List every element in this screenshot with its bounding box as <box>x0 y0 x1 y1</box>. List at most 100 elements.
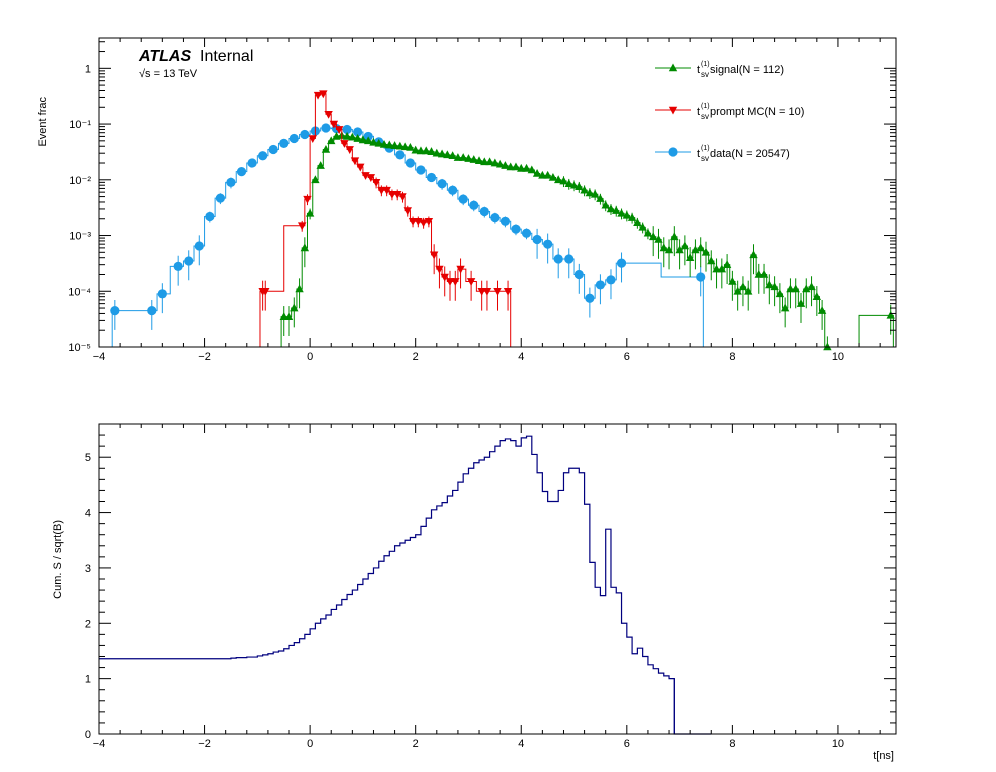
series-signal-point <box>522 163 531 172</box>
series-signal-point <box>717 264 727 273</box>
series-signal-point <box>369 137 378 146</box>
series-signal-point <box>374 138 383 147</box>
series-prompt-mc-point <box>366 174 376 182</box>
series-signal-point <box>548 172 558 181</box>
series-signal-point <box>395 141 405 150</box>
series-signal-point <box>538 170 547 179</box>
bottom-series-layer <box>99 435 712 735</box>
top-xtick-label: 0 <box>307 351 313 363</box>
series-data-point <box>353 127 363 137</box>
series-signal-point <box>495 159 505 168</box>
series-signal-point <box>284 312 294 320</box>
series-prompt-mc-point <box>477 287 486 296</box>
series-signal-point <box>490 158 500 167</box>
series-signal-point <box>527 165 537 174</box>
series-data-point <box>585 293 595 303</box>
series-data-point <box>564 254 574 264</box>
series-signal-point <box>453 153 463 161</box>
series-signal-point <box>485 157 494 166</box>
series-data-point <box>448 185 458 195</box>
series-prompt-mc-point <box>298 222 307 231</box>
top-series-layer <box>110 90 895 351</box>
series-prompt-mc-point <box>408 218 418 226</box>
bottom-xtick-label: −4 <box>93 738 106 750</box>
series-signal-point <box>728 276 737 285</box>
series-signal-point <box>406 142 415 151</box>
series-data <box>110 123 706 347</box>
series-signal-point <box>685 253 695 262</box>
series-signal-point <box>506 162 515 171</box>
series-signal-point <box>759 269 769 278</box>
series-data-point <box>532 234 542 245</box>
series-signal-point <box>575 182 584 191</box>
series-data-point <box>157 289 167 299</box>
series-signal-point <box>606 204 616 213</box>
series-data-point <box>543 239 553 249</box>
series-prompt-mc-point <box>382 186 391 195</box>
series-data-point <box>553 254 563 264</box>
series-signal-point <box>321 144 331 153</box>
series-signal-point <box>817 306 827 314</box>
bottom-xtick-label: 2 <box>413 738 419 750</box>
series-signal-point <box>358 135 368 144</box>
bottom-ytick-label: 5 <box>85 452 91 464</box>
top-ytick-label: 1 <box>85 63 91 75</box>
series-prompt-mc-point <box>503 287 513 296</box>
series-signal-point <box>585 188 595 197</box>
series-signal-point <box>701 247 711 256</box>
series-signal-point <box>696 243 705 252</box>
series-signal-point <box>327 136 336 145</box>
series-data-point <box>247 158 257 168</box>
series-signal-point <box>279 312 288 320</box>
series-prompt-mc-point <box>493 287 502 296</box>
series-signal-point <box>400 142 410 151</box>
bottom-ytick-label: 4 <box>85 508 91 520</box>
series-signal-point <box>649 232 658 241</box>
series-data-point <box>342 124 352 135</box>
series-signal-point <box>812 292 822 300</box>
legend-marker <box>668 106 678 115</box>
series-data-point <box>194 241 204 251</box>
top-xtick-label: −4 <box>93 351 106 363</box>
top-xtick-label: 8 <box>729 351 735 363</box>
series-signal-point <box>443 150 452 159</box>
series-data-point <box>395 150 405 160</box>
series-prompt-mc-point <box>456 265 465 274</box>
series-signal-point <box>633 218 642 226</box>
series-signal-point <box>770 282 779 291</box>
series-data-point <box>321 123 331 133</box>
series-prompt-mc-point <box>424 218 434 226</box>
bottom-y-axis-label: Cum. S / sqrt(B) <box>52 520 64 599</box>
series-prompt-mc-point <box>403 207 412 216</box>
series-data-point <box>426 172 437 183</box>
series-prompt-mc-point <box>308 135 317 144</box>
series-signal-point <box>342 131 352 140</box>
cumulative-significance-line <box>99 435 712 735</box>
bottom-xtick-label: 8 <box>729 738 735 750</box>
legend-label-rest: data(N = 20547) <box>710 148 790 160</box>
series-signal-point <box>543 170 552 179</box>
series-prompt-mc-point <box>324 110 333 119</box>
bottom-ytick-label: 3 <box>85 563 91 575</box>
series-signal-point <box>601 200 610 209</box>
series-signal-point <box>680 241 690 250</box>
series-data-point <box>521 228 532 238</box>
series-data-point <box>236 167 247 177</box>
legend-label-sup: (1) <box>701 145 710 152</box>
series-signal-point <box>511 162 521 171</box>
top-panel: −4 −2 0 2 4 6 8 10 10⁻⁵ 10⁻⁴ 10⁻³ 10⁻² 10⁻¹ 1 Event f… <box>37 37 897 363</box>
series-prompt-mc-histogram <box>259 93 512 347</box>
series-signal-point <box>707 256 716 265</box>
bottom-ytick-label: 1 <box>85 674 91 686</box>
legend: t (1)sv signal(N = 112)t (1)sv prompt MC(N… <box>655 61 804 163</box>
series-signal-point <box>569 180 579 189</box>
series-signal-point <box>596 194 605 202</box>
series-signal-point <box>749 250 758 259</box>
series-signal-point <box>664 245 674 254</box>
series-prompt-mc-point <box>356 163 365 172</box>
energy-label: √s = 13 TeV <box>139 68 198 80</box>
series-prompt-mc-point <box>393 190 402 199</box>
top-xtick-label: −2 <box>198 351 211 363</box>
series-data-point <box>479 206 489 217</box>
top-ytick-label: 10⁻³ <box>69 231 91 243</box>
